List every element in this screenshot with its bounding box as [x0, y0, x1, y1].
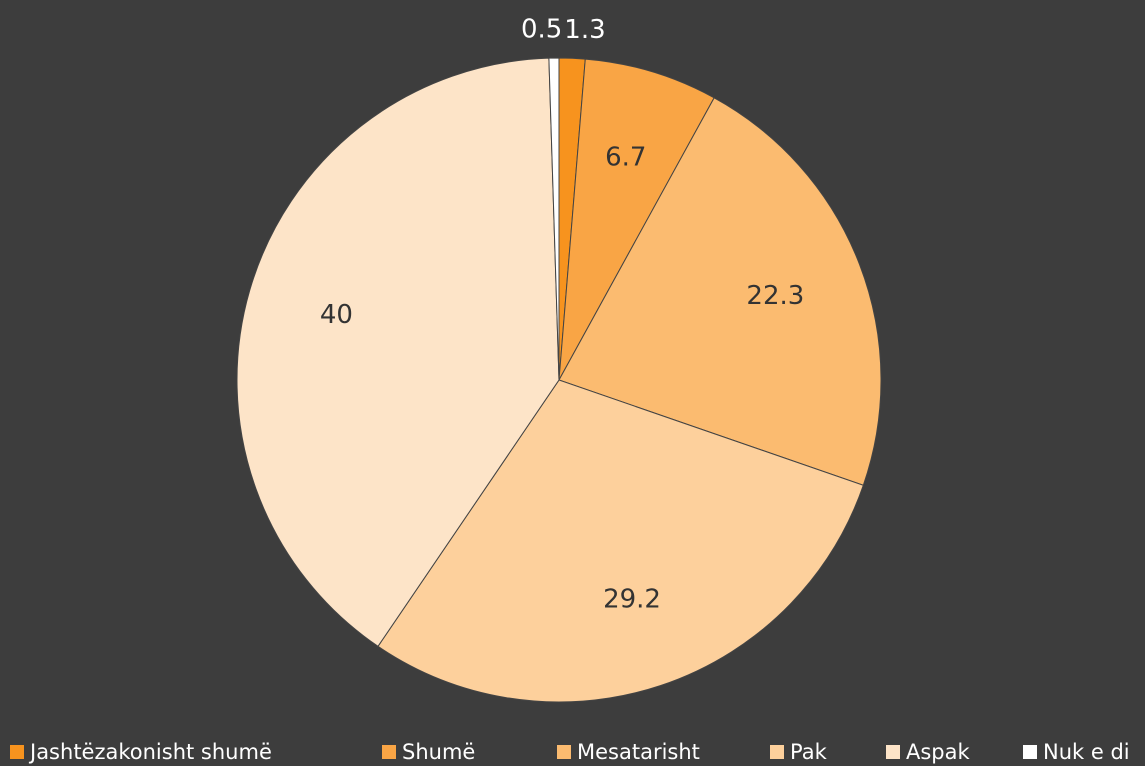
legend-swatch [1023, 745, 1037, 759]
legend-label: Shumë [402, 740, 475, 764]
data-label: 1.3 [564, 15, 605, 45]
pie-slice [236, 57, 560, 648]
data-label: 0.5 [521, 15, 562, 45]
legend-swatch [557, 745, 571, 759]
legend-label: Aspak [906, 740, 971, 764]
data-label: 40 [320, 300, 353, 330]
legend-label: Mesatarisht [577, 740, 700, 764]
legend-label: Jashtëzakonisht shumë [28, 740, 272, 764]
legend-swatch [10, 745, 24, 759]
data-label: 29.2 [603, 585, 661, 615]
pie-slice [548, 57, 560, 381]
legend-label: Pak [790, 740, 828, 764]
pie-slice [377, 379, 864, 703]
data-label: 6.7 [605, 142, 646, 172]
legend-label: Nuk e di [1043, 740, 1130, 764]
legend-swatch [382, 745, 396, 759]
legend-swatch [770, 745, 784, 759]
data-label: 22.3 [746, 281, 804, 311]
pie-slice [558, 97, 882, 486]
legend-swatch [886, 745, 900, 759]
pie-slice [558, 58, 715, 381]
